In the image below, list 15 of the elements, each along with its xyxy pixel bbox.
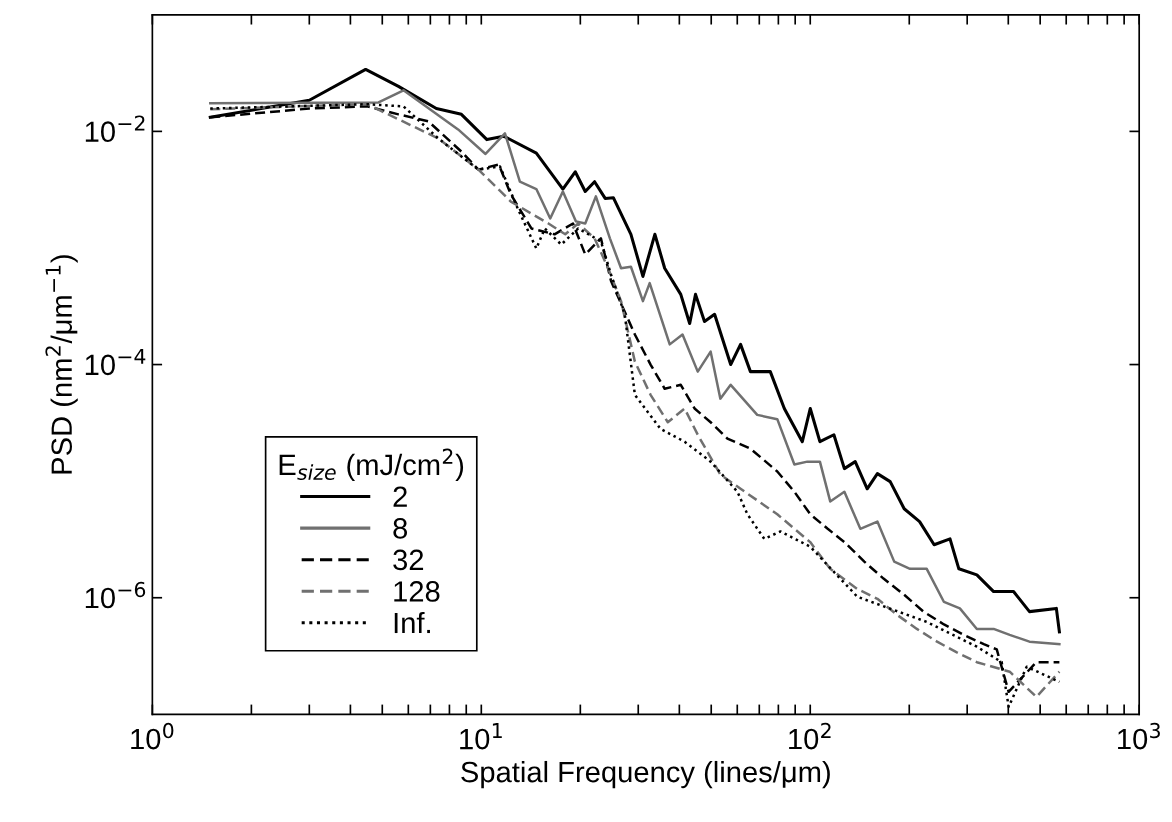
y-tick-label: 10$^{−4}$ bbox=[85, 348, 146, 376]
legend-title: E$_{size}$ (mJ/cm$^{2}$) bbox=[279, 448, 464, 481]
x-tick-label: 10$^{3}$ bbox=[1118, 722, 1160, 750]
legend-label: 128 bbox=[394, 581, 440, 602]
legend-label: Inf. bbox=[394, 611, 430, 634]
legend-label: 32 bbox=[393, 549, 424, 571]
x-axis-title: Spatial Frequency (lines/μm) bbox=[461, 760, 830, 789]
x-tick-label: 10$^{1}$ bbox=[460, 723, 502, 750]
y-tick-label: 10$^{−2}$ bbox=[85, 115, 145, 143]
x-tick-label: 10$^{0}$ bbox=[131, 722, 174, 750]
legend-label: 8 bbox=[393, 517, 408, 539]
legend-label: 2 bbox=[393, 486, 407, 507]
y-tick-label: 10$^{−6}$ bbox=[85, 581, 146, 609]
x-tick-label: 10$^{2}$ bbox=[789, 722, 831, 750]
y-axis-title: PSD (nm$^{2}$/μm$^{−1}$) bbox=[45, 255, 78, 474]
